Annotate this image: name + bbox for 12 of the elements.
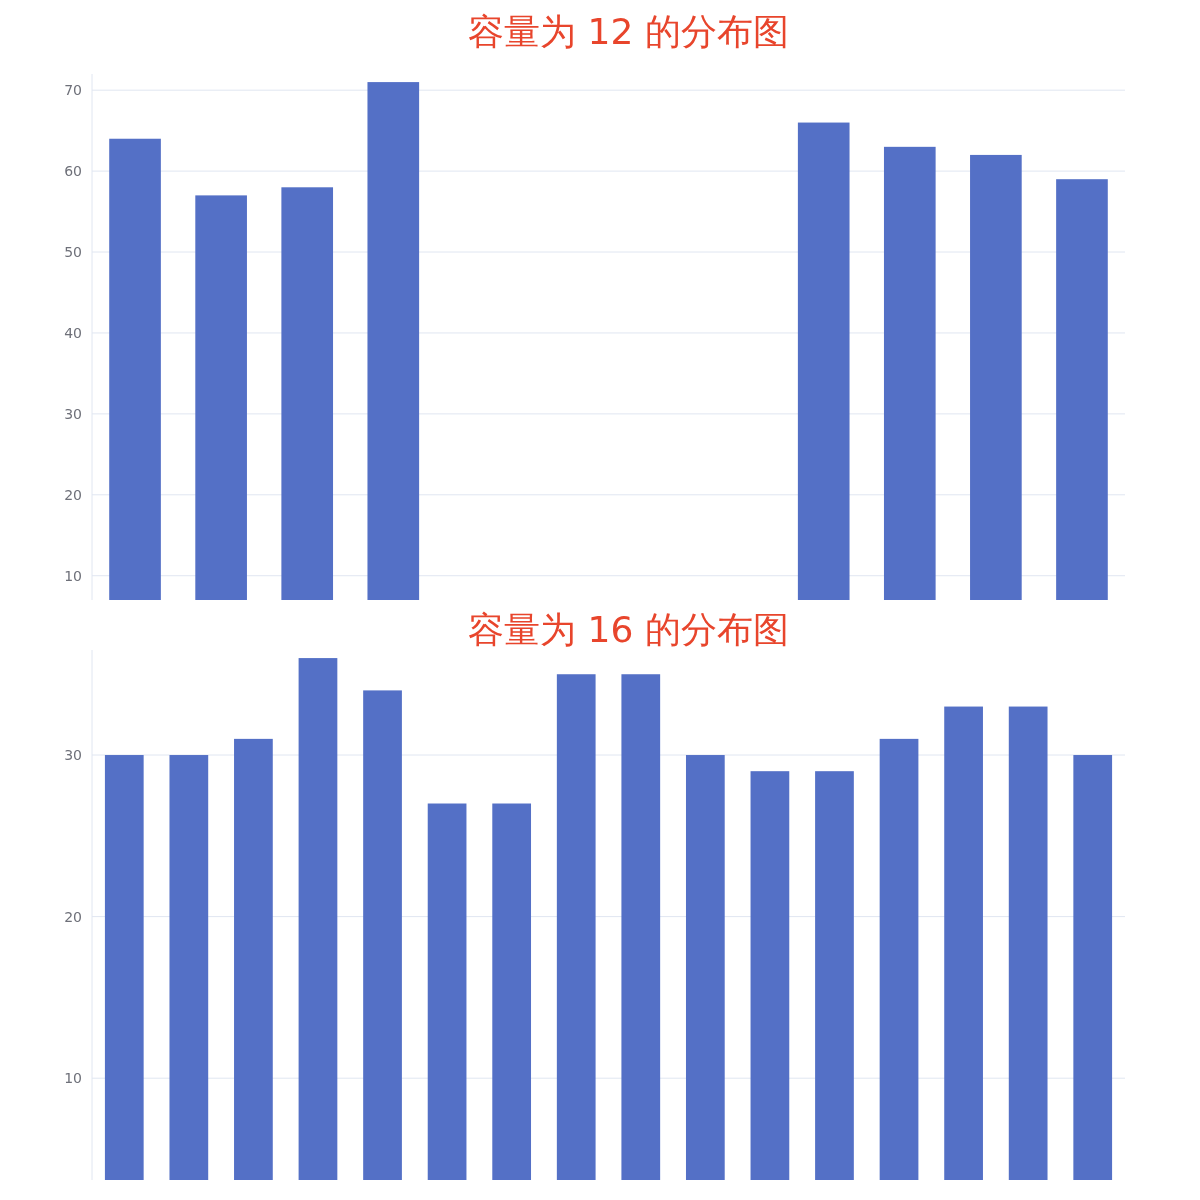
- y-tick-label: 70: [64, 82, 82, 99]
- y-tick-label: 40: [64, 324, 82, 341]
- y-tick-label: 10: [64, 1070, 82, 1087]
- y-tick-label: 10: [64, 567, 82, 584]
- y-tick-label: 30: [64, 405, 82, 422]
- y-tick-label: 20: [64, 908, 82, 925]
- y-tick-label: 60: [64, 163, 82, 180]
- chart-title: 容量为 12 的分布图: [468, 11, 789, 52]
- y-tick-label: 50: [64, 244, 82, 261]
- y-tick-label: 20: [64, 486, 82, 503]
- y-tick-label: 30: [64, 747, 82, 764]
- chart-title: 容量为 16 的分布图: [468, 609, 789, 650]
